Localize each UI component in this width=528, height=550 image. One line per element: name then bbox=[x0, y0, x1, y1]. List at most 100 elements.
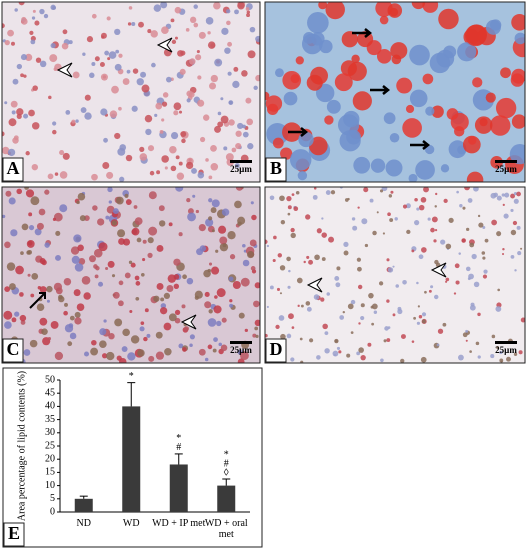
cell bbox=[39, 286, 47, 294]
cell bbox=[198, 31, 206, 39]
cell bbox=[333, 354, 336, 357]
cell bbox=[340, 60, 357, 77]
cell bbox=[324, 348, 330, 354]
cell bbox=[277, 253, 282, 258]
cell bbox=[189, 16, 197, 23]
cell bbox=[100, 108, 108, 116]
cell bbox=[422, 2, 439, 13]
cell bbox=[453, 292, 457, 295]
cell bbox=[29, 30, 34, 35]
cell bbox=[356, 257, 362, 262]
cell bbox=[465, 339, 468, 342]
cell bbox=[462, 206, 466, 210]
cell bbox=[106, 351, 115, 361]
cell bbox=[214, 58, 223, 67]
x-tick-label: WD bbox=[122, 518, 140, 529]
cell bbox=[467, 277, 471, 281]
cell bbox=[297, 304, 300, 307]
cell bbox=[246, 118, 254, 126]
cell bbox=[15, 265, 24, 275]
cell bbox=[99, 62, 105, 68]
cell bbox=[392, 265, 395, 268]
cell bbox=[388, 194, 393, 198]
cell bbox=[430, 285, 434, 289]
cell bbox=[360, 303, 365, 308]
cell bbox=[280, 147, 293, 160]
cell bbox=[178, 343, 184, 349]
cell bbox=[25, 151, 30, 156]
cell bbox=[295, 190, 300, 195]
cell bbox=[496, 195, 502, 201]
cell bbox=[290, 357, 295, 362]
cell bbox=[112, 208, 119, 215]
cell bbox=[368, 292, 374, 299]
cell bbox=[208, 175, 213, 180]
cell bbox=[178, 232, 183, 237]
cell bbox=[122, 238, 131, 246]
cell bbox=[287, 212, 291, 216]
cell bbox=[430, 227, 435, 233]
cell bbox=[109, 110, 118, 118]
cell bbox=[390, 42, 408, 60]
cell bbox=[472, 77, 483, 88]
cell bbox=[440, 239, 446, 245]
cell bbox=[378, 281, 384, 286]
cell bbox=[499, 358, 504, 363]
cell bbox=[483, 269, 488, 274]
cell bbox=[369, 198, 374, 203]
cell bbox=[272, 258, 276, 263]
cell bbox=[346, 353, 351, 358]
cell bbox=[321, 257, 326, 261]
cell bbox=[10, 100, 18, 108]
cell bbox=[484, 238, 489, 243]
cell bbox=[210, 163, 219, 171]
cell bbox=[219, 236, 228, 245]
cell bbox=[204, 357, 209, 362]
cell bbox=[106, 16, 111, 21]
cell bbox=[287, 205, 292, 210]
cell bbox=[265, 239, 268, 245]
cell bbox=[77, 244, 84, 252]
cell bbox=[309, 136, 328, 156]
cell bbox=[400, 358, 405, 363]
cell bbox=[250, 266, 256, 271]
cell bbox=[115, 196, 124, 205]
cell bbox=[29, 339, 38, 348]
cell bbox=[203, 114, 210, 121]
cell bbox=[14, 311, 20, 317]
cell bbox=[203, 269, 211, 278]
cell bbox=[16, 108, 24, 116]
micrograph bbox=[265, 2, 525, 182]
cell bbox=[265, 95, 283, 112]
cell bbox=[443, 198, 448, 204]
cell bbox=[69, 315, 75, 321]
cell bbox=[222, 243, 227, 248]
cell bbox=[300, 360, 304, 363]
cell bbox=[84, 351, 90, 357]
cell bbox=[135, 296, 140, 301]
cell bbox=[195, 54, 202, 61]
cell bbox=[421, 247, 427, 253]
cell bbox=[414, 219, 420, 226]
cell bbox=[436, 49, 455, 68]
cell bbox=[112, 291, 120, 299]
cell bbox=[247, 250, 255, 259]
cell bbox=[503, 213, 509, 219]
cell bbox=[216, 320, 222, 327]
cell bbox=[395, 284, 399, 288]
cell bbox=[164, 166, 168, 170]
cell bbox=[38, 208, 46, 216]
cell bbox=[126, 69, 131, 74]
cell bbox=[433, 239, 437, 243]
arrowhead bbox=[156, 37, 173, 53]
cell bbox=[489, 115, 511, 136]
cell bbox=[76, 303, 85, 311]
cell bbox=[2, 146, 10, 155]
cell bbox=[53, 212, 63, 222]
y-tick-label: 40 bbox=[45, 401, 55, 412]
cell bbox=[424, 144, 435, 155]
cell bbox=[214, 125, 222, 133]
cell bbox=[4, 286, 11, 293]
micrograph-bg bbox=[2, 2, 260, 182]
cell bbox=[180, 50, 186, 56]
